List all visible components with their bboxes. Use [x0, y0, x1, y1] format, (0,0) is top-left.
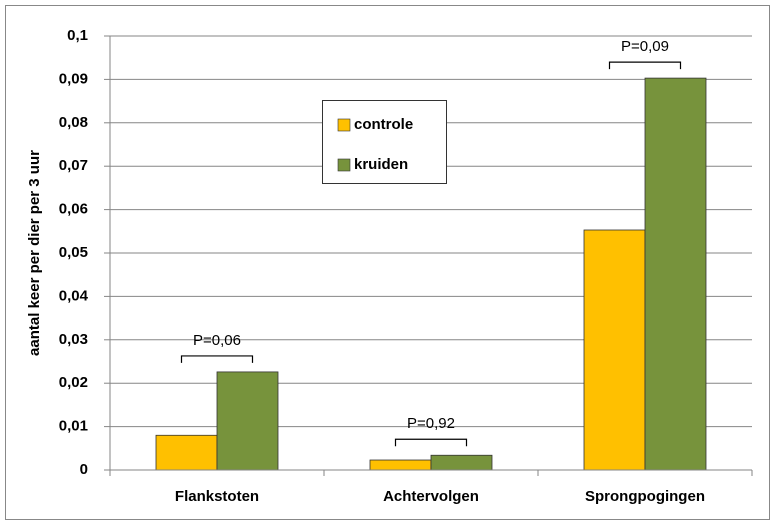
bar	[155, 434, 218, 471]
significance-bracket	[608, 61, 682, 70]
bar	[583, 229, 646, 471]
x-tick-label: Flankstoten	[175, 488, 259, 505]
x-tick-label: Achtervolgen	[383, 488, 479, 505]
y-tick-label: 0,07	[59, 157, 88, 174]
bar	[430, 454, 493, 471]
y-tick-label: 0,08	[59, 114, 88, 131]
y-tick-label: 0,06	[59, 201, 88, 218]
x-tick-label: Sprongpogingen	[585, 488, 705, 505]
y-tick-label: 0,1	[67, 27, 88, 44]
bar	[369, 459, 432, 471]
legend-label: kruiden	[354, 156, 408, 173]
bar	[644, 77, 707, 471]
legend-swatch	[337, 118, 351, 132]
y-axis-label: aantal keer per dier per 3 uur	[26, 150, 43, 356]
y-tick-label: 0	[80, 461, 88, 478]
p-value-label: P=0,92	[407, 415, 455, 432]
significance-bracket	[394, 438, 468, 447]
bar	[216, 371, 279, 471]
y-tick-label: 0,03	[59, 331, 88, 348]
p-value-label: P=0,06	[193, 332, 241, 349]
significance-bracket	[180, 355, 254, 363]
legend-label: controle	[354, 116, 413, 133]
y-tick-label: 0,02	[59, 374, 88, 391]
y-tick-label: 0,01	[59, 418, 88, 435]
y-tick-label: 0,04	[59, 287, 89, 304]
y-tick-label: 0,05	[59, 244, 88, 261]
p-value-label: P=0,09	[621, 38, 669, 55]
y-tick-label: 0,09	[59, 70, 88, 87]
legend-swatch	[337, 158, 351, 172]
